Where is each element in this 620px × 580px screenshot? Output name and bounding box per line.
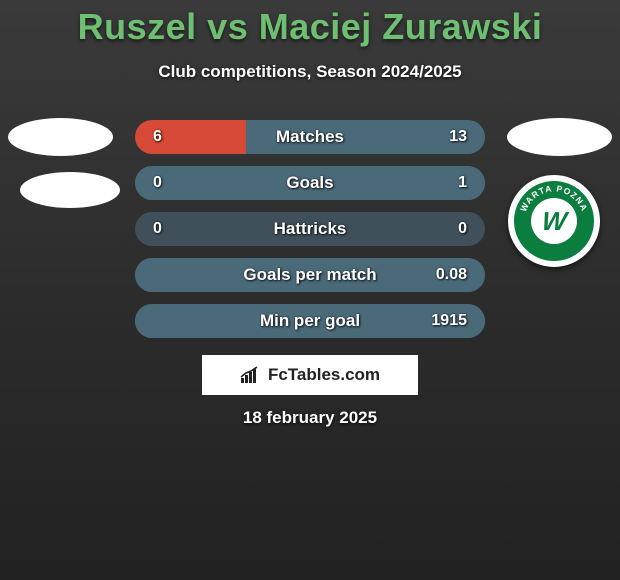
infographic-container: Ruszel vs Maciej Zurawski Club competiti… <box>0 0 620 580</box>
stat-label: Goals <box>135 166 485 200</box>
stat-row: 0.08Goals per match <box>135 258 485 292</box>
stat-row: 1915Min per goal <box>135 304 485 338</box>
footer-attribution: FcTables.com <box>202 355 418 395</box>
stat-row: 01Goals <box>135 166 485 200</box>
footer-logo-text: FcTables.com <box>268 365 380 385</box>
stat-label: Goals per match <box>135 258 485 292</box>
fctables-icon <box>240 366 262 384</box>
stat-label: Matches <box>135 120 485 154</box>
stat-label: Hattricks <box>135 212 485 246</box>
footer-date: 18 february 2025 <box>0 408 620 428</box>
stats-rows: 613Matches 01Goals 00Hattricks 0.08Goals pe… <box>0 120 620 350</box>
subtitle: Club competitions, Season 2024/2025 <box>0 62 620 82</box>
page-title: Ruszel vs Maciej Zurawski <box>0 0 620 48</box>
stat-row: 00Hattricks <box>135 212 485 246</box>
stat-label: Min per goal <box>135 304 485 338</box>
stat-row: 613Matches <box>135 120 485 154</box>
